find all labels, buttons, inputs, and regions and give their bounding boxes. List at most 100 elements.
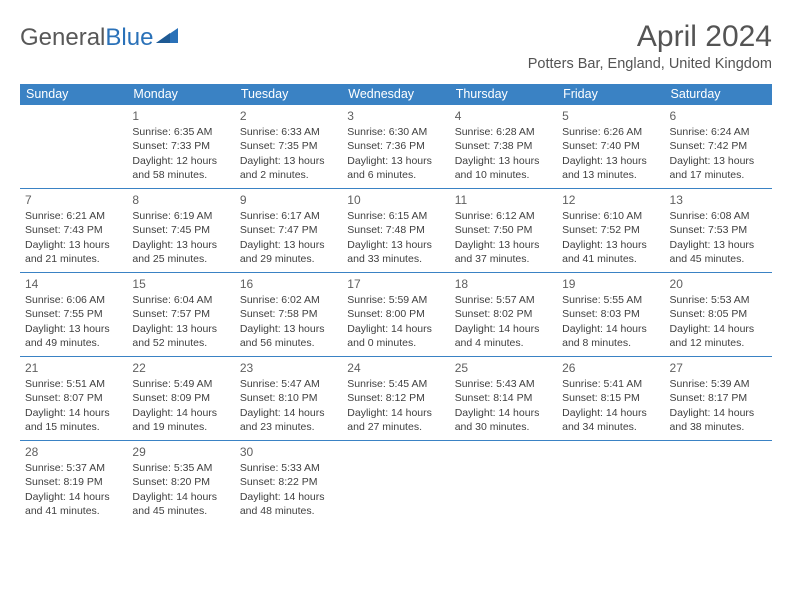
- month-title: April 2024: [528, 20, 772, 54]
- calendar-day-cell: [342, 441, 449, 525]
- sunset-text: Sunset: 8:12 PM: [347, 391, 444, 405]
- daylight-text: Daylight: 13 hours and 10 minutes.: [455, 154, 552, 182]
- sunset-text: Sunset: 8:03 PM: [562, 307, 659, 321]
- day-number: 3: [347, 108, 444, 124]
- day-number: 9: [240, 192, 337, 208]
- calendar-day-cell: [665, 441, 772, 525]
- logo-text-blue: Blue: [105, 24, 153, 52]
- calendar-day-cell: 4Sunrise: 6:28 AMSunset: 7:38 PMDaylight…: [450, 105, 557, 189]
- sunrise-text: Sunrise: 5:49 AM: [132, 377, 229, 391]
- sunrise-text: Sunrise: 5:53 AM: [670, 293, 767, 307]
- sunrise-text: Sunrise: 6:10 AM: [562, 209, 659, 223]
- day-number: 11: [455, 192, 552, 208]
- sunset-text: Sunset: 7:57 PM: [132, 307, 229, 321]
- calendar-day-cell: 28Sunrise: 5:37 AMSunset: 8:19 PMDayligh…: [20, 441, 127, 525]
- calendar-day-cell: 19Sunrise: 5:55 AMSunset: 8:03 PMDayligh…: [557, 273, 664, 357]
- calendar-day-cell: 9Sunrise: 6:17 AMSunset: 7:47 PMDaylight…: [235, 189, 342, 273]
- day-number: 6: [670, 108, 767, 124]
- daylight-text: Daylight: 14 hours and 27 minutes.: [347, 406, 444, 434]
- calendar-day-cell: 30Sunrise: 5:33 AMSunset: 8:22 PMDayligh…: [235, 441, 342, 525]
- sunrise-text: Sunrise: 6:06 AM: [25, 293, 122, 307]
- day-number: 29: [132, 444, 229, 460]
- daylight-text: Daylight: 14 hours and 34 minutes.: [562, 406, 659, 434]
- sunset-text: Sunset: 8:10 PM: [240, 391, 337, 405]
- logo-triangle-icon: [156, 22, 178, 50]
- daylight-text: Daylight: 14 hours and 0 minutes.: [347, 322, 444, 350]
- daylight-text: Daylight: 14 hours and 19 minutes.: [132, 406, 229, 434]
- calendar-day-cell: 3Sunrise: 6:30 AMSunset: 7:36 PMDaylight…: [342, 105, 449, 189]
- day-header: Monday: [127, 84, 234, 105]
- daylight-text: Daylight: 14 hours and 45 minutes.: [132, 490, 229, 518]
- sunrise-text: Sunrise: 5:55 AM: [562, 293, 659, 307]
- sunset-text: Sunset: 8:02 PM: [455, 307, 552, 321]
- day-number: 19: [562, 276, 659, 292]
- sunrise-text: Sunrise: 6:12 AM: [455, 209, 552, 223]
- day-header: Saturday: [665, 84, 772, 105]
- day-number: 1: [132, 108, 229, 124]
- calendar-day-cell: 11Sunrise: 6:12 AMSunset: 7:50 PMDayligh…: [450, 189, 557, 273]
- calendar-week-row: 14Sunrise: 6:06 AMSunset: 7:55 PMDayligh…: [20, 273, 772, 357]
- sunset-text: Sunset: 7:50 PM: [455, 223, 552, 237]
- daylight-text: Daylight: 12 hours and 58 minutes.: [132, 154, 229, 182]
- calendar-day-cell: 20Sunrise: 5:53 AMSunset: 8:05 PMDayligh…: [665, 273, 772, 357]
- day-number: 27: [670, 360, 767, 376]
- sunrise-text: Sunrise: 5:59 AM: [347, 293, 444, 307]
- day-header-row: Sunday Monday Tuesday Wednesday Thursday…: [20, 84, 772, 105]
- day-number: 12: [562, 192, 659, 208]
- daylight-text: Daylight: 14 hours and 30 minutes.: [455, 406, 552, 434]
- sunrise-text: Sunrise: 6:26 AM: [562, 125, 659, 139]
- sunrise-text: Sunrise: 6:02 AM: [240, 293, 337, 307]
- sunset-text: Sunset: 7:43 PM: [25, 223, 122, 237]
- daylight-text: Daylight: 13 hours and 52 minutes.: [132, 322, 229, 350]
- daylight-text: Daylight: 13 hours and 41 minutes.: [562, 238, 659, 266]
- calendar-day-cell: 6Sunrise: 6:24 AMSunset: 7:42 PMDaylight…: [665, 105, 772, 189]
- calendar-week-row: 28Sunrise: 5:37 AMSunset: 8:19 PMDayligh…: [20, 441, 772, 525]
- calendar-day-cell: [450, 441, 557, 525]
- day-number: 18: [455, 276, 552, 292]
- day-number: 8: [132, 192, 229, 208]
- calendar-day-cell: 13Sunrise: 6:08 AMSunset: 7:53 PMDayligh…: [665, 189, 772, 273]
- calendar-day-cell: 29Sunrise: 5:35 AMSunset: 8:20 PMDayligh…: [127, 441, 234, 525]
- location-text: Potters Bar, England, United Kingdom: [528, 56, 772, 72]
- sunset-text: Sunset: 7:52 PM: [562, 223, 659, 237]
- sunset-text: Sunset: 7:53 PM: [670, 223, 767, 237]
- sunset-text: Sunset: 7:58 PM: [240, 307, 337, 321]
- calendar-day-cell: 1Sunrise: 6:35 AMSunset: 7:33 PMDaylight…: [127, 105, 234, 189]
- day-number: 17: [347, 276, 444, 292]
- calendar-day-cell: 5Sunrise: 6:26 AMSunset: 7:40 PMDaylight…: [557, 105, 664, 189]
- day-number: 24: [347, 360, 444, 376]
- calendar-day-cell: 24Sunrise: 5:45 AMSunset: 8:12 PMDayligh…: [342, 357, 449, 441]
- day-number: 5: [562, 108, 659, 124]
- calendar-day-cell: 14Sunrise: 6:06 AMSunset: 7:55 PMDayligh…: [20, 273, 127, 357]
- sunrise-text: Sunrise: 5:57 AM: [455, 293, 552, 307]
- sunrise-text: Sunrise: 5:45 AM: [347, 377, 444, 391]
- calendar-day-cell: [557, 441, 664, 525]
- sunrise-text: Sunrise: 6:33 AM: [240, 125, 337, 139]
- day-number: 30: [240, 444, 337, 460]
- sunrise-text: Sunrise: 6:21 AM: [25, 209, 122, 223]
- calendar-week-row: 1Sunrise: 6:35 AMSunset: 7:33 PMDaylight…: [20, 105, 772, 189]
- sunset-text: Sunset: 7:33 PM: [132, 139, 229, 153]
- sunrise-text: Sunrise: 6:04 AM: [132, 293, 229, 307]
- day-number: 14: [25, 276, 122, 292]
- sunset-text: Sunset: 7:38 PM: [455, 139, 552, 153]
- day-number: 15: [132, 276, 229, 292]
- sunset-text: Sunset: 7:40 PM: [562, 139, 659, 153]
- sunset-text: Sunset: 8:00 PM: [347, 307, 444, 321]
- day-number: 10: [347, 192, 444, 208]
- logo-text-general: General: [20, 24, 105, 52]
- calendar-day-cell: 18Sunrise: 5:57 AMSunset: 8:02 PMDayligh…: [450, 273, 557, 357]
- sunrise-text: Sunrise: 5:33 AM: [240, 461, 337, 475]
- daylight-text: Daylight: 14 hours and 38 minutes.: [670, 406, 767, 434]
- sunrise-text: Sunrise: 5:43 AM: [455, 377, 552, 391]
- sunrise-text: Sunrise: 6:28 AM: [455, 125, 552, 139]
- daylight-text: Daylight: 14 hours and 41 minutes.: [25, 490, 122, 518]
- daylight-text: Daylight: 14 hours and 23 minutes.: [240, 406, 337, 434]
- calendar-week-row: 7Sunrise: 6:21 AMSunset: 7:43 PMDaylight…: [20, 189, 772, 273]
- sunset-text: Sunset: 7:35 PM: [240, 139, 337, 153]
- day-number: 26: [562, 360, 659, 376]
- calendar-week-row: 21Sunrise: 5:51 AMSunset: 8:07 PMDayligh…: [20, 357, 772, 441]
- daylight-text: Daylight: 13 hours and 37 minutes.: [455, 238, 552, 266]
- sunset-text: Sunset: 8:15 PM: [562, 391, 659, 405]
- calendar-day-cell: 15Sunrise: 6:04 AMSunset: 7:57 PMDayligh…: [127, 273, 234, 357]
